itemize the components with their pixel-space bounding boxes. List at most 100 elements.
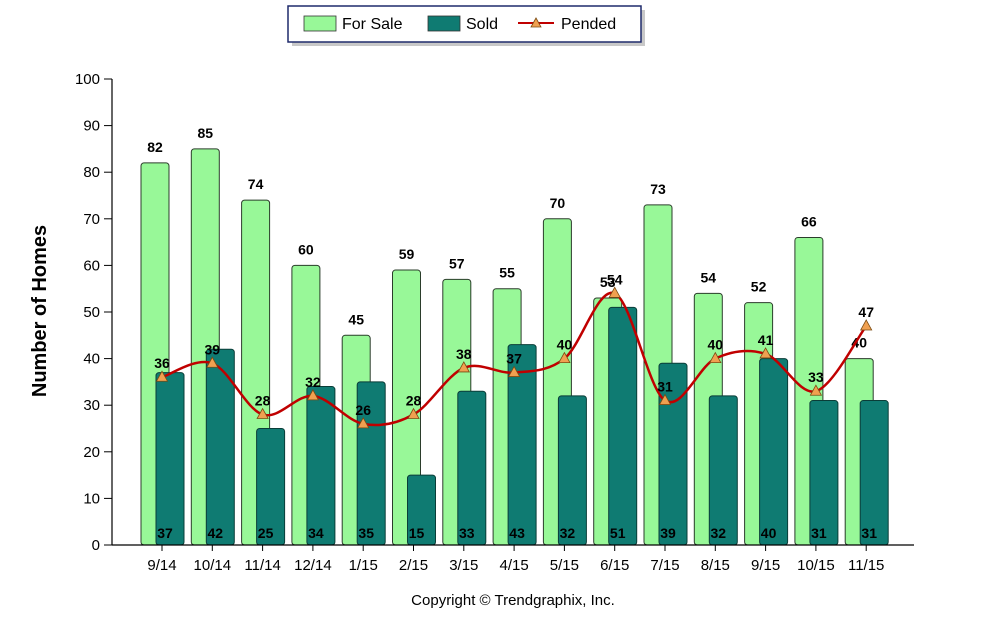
for-sale-value-label: 66	[801, 213, 817, 229]
pended-value-label: 38	[456, 346, 472, 362]
sold-bar	[608, 306, 638, 546]
sold-bar	[809, 400, 839, 546]
sold-bar	[457, 390, 487, 546]
x-tick-label: 9/15	[751, 557, 780, 574]
for-sale-value-label: 53	[600, 274, 616, 290]
x-tick-label: 5/15	[550, 557, 579, 574]
y-axis: 0 10 20 30 40 50 60 70 80 90 100	[75, 71, 112, 554]
pended-value-label: 28	[255, 393, 271, 409]
x-tick-label: 2/15	[399, 557, 428, 574]
x-tick-label: 6/15	[600, 557, 629, 574]
pended-point	[860, 319, 873, 331]
sold-bar	[759, 358, 789, 546]
pended-point	[558, 351, 571, 363]
for-sale-value-label: 70	[550, 195, 566, 211]
y-tick-label: 70	[83, 211, 100, 228]
legend-label-sold: Sold	[466, 16, 498, 33]
x-tick-label: 4/15	[499, 557, 528, 574]
x-tick-label: 10/15	[797, 557, 835, 574]
pended-point	[809, 384, 823, 396]
pended-point	[457, 361, 470, 373]
sold-bar	[708, 395, 738, 546]
pended-point	[256, 407, 269, 419]
sold-bars: 37 42 25 34 35 15 33 43 32 51 39 32 40 31 31	[155, 306, 889, 546]
pended-value-label: 26	[355, 402, 371, 418]
y-tick-label: 60	[83, 257, 100, 274]
sold-value-label: 43	[509, 525, 525, 541]
legend-swatch-for-sale	[303, 15, 337, 32]
for-sale-value-label: 57	[449, 255, 465, 271]
y-tick-label: 100	[75, 71, 100, 88]
legend-swatch-sold	[427, 15, 461, 32]
for-sale-value-label: 45	[348, 311, 364, 327]
for-sale-value-label: 54	[701, 269, 717, 285]
pended-line	[161, 291, 868, 427]
axes	[111, 79, 914, 546]
sold-bar	[306, 386, 336, 546]
for-sale-value-label: 74	[248, 176, 264, 192]
sold-value-label: 15	[409, 525, 425, 541]
pended-value-label: 36	[154, 355, 170, 371]
copyright-text: Copyright © Trendgraphix, Inc.	[411, 592, 615, 609]
for-sale-value-label: 40	[851, 335, 867, 351]
x-tick-label: 11/15	[848, 557, 884, 574]
pended-value-label: 40	[557, 337, 573, 353]
y-tick-label: 50	[83, 304, 100, 321]
pended-point	[155, 370, 169, 382]
sold-bar	[859, 400, 889, 546]
sold-bar	[557, 395, 587, 546]
x-tick-label: 10/14	[194, 557, 232, 574]
y-tick-label: 40	[83, 351, 100, 368]
pended-series: 36 39 28 32 26 28 38 37 40 54 31 40 41 33 47	[154, 271, 874, 429]
y-tick-label: 20	[83, 444, 100, 461]
sold-value-label: 34	[308, 525, 324, 541]
for-sale-value-label: 59	[399, 246, 415, 262]
pended-value-label: 39	[205, 341, 221, 357]
x-tick-label: 11/14	[244, 557, 280, 574]
x-tick-label: 7/15	[650, 557, 679, 574]
sold-value-label: 32	[711, 525, 727, 541]
for-sale-value-label: 85	[198, 125, 214, 141]
pended-point	[759, 347, 772, 359]
for-sale-value-label: 55	[499, 265, 515, 281]
y-tick-label: 0	[92, 537, 100, 554]
sold-value-label: 35	[358, 525, 374, 541]
y-tick-label: 90	[83, 118, 100, 135]
legend-label-for-sale: For Sale	[342, 16, 403, 33]
legend-label-pended: Pended	[561, 16, 616, 33]
x-tick-label: 1/15	[349, 557, 378, 574]
pended-value-label: 28	[406, 393, 422, 409]
pended-value-label: 40	[708, 337, 724, 353]
pended-point	[206, 356, 219, 368]
x-tick-label: 9/14	[147, 557, 176, 574]
pended-value-label: 31	[657, 379, 673, 395]
pended-point	[709, 351, 722, 363]
sold-value-label: 51	[610, 525, 626, 541]
y-tick-label: 80	[83, 164, 100, 181]
pended-value-label: 37	[506, 351, 522, 367]
sold-value-label: 31	[811, 525, 827, 541]
sold-value-label: 33	[459, 525, 475, 541]
pended-value-label: 32	[305, 374, 321, 390]
pended-value-label: 33	[808, 369, 824, 385]
sold-bar	[155, 372, 185, 546]
y-axis-label: Number of Homes	[29, 225, 51, 397]
pended-point	[407, 407, 420, 419]
x-tick-label: 12/14	[294, 557, 332, 574]
pended-point	[658, 393, 672, 405]
pended-point	[608, 286, 621, 298]
sold-value-label: 42	[208, 525, 224, 541]
pended-point	[507, 365, 521, 377]
x-axis: 9/14 10/14 11/14 12/14 1/15 2/15 3/15 4/15 5/15 6…	[147, 545, 884, 574]
x-tick-label: 3/15	[449, 557, 478, 574]
sold-value-label: 39	[660, 525, 676, 541]
pended-value-label: 41	[758, 332, 774, 348]
legend: For Sale Sold Pended	[287, 5, 645, 46]
legend-marker-pended	[530, 17, 542, 28]
sold-value-label: 31	[861, 525, 877, 541]
sold-value-label: 37	[157, 525, 173, 541]
y-tick-label: 10	[83, 490, 100, 507]
pended-value-label: 47	[858, 304, 874, 320]
